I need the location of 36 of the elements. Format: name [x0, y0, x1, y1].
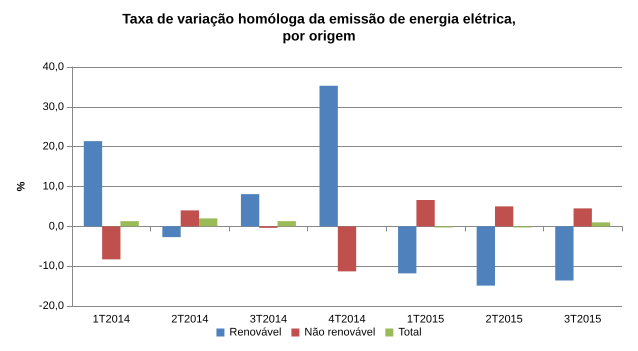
- legend-label: Total: [398, 326, 422, 338]
- y-tick-label: 20,0: [42, 140, 64, 153]
- y-tick-label: 0,0: [48, 220, 64, 232]
- bar: [162, 226, 181, 238]
- y-axis-title: %: [16, 181, 28, 192]
- bar: [555, 226, 574, 281]
- x-tick-label: 2T2014: [171, 314, 209, 326]
- x-tick-label: 2T2015: [485, 314, 523, 326]
- y-tick-label: -20,0: [38, 300, 64, 312]
- bar: [494, 206, 514, 226]
- bar: [102, 226, 120, 260]
- bar: [592, 222, 610, 226]
- y-tick-label: 40,0: [42, 61, 64, 73]
- bar: [120, 221, 139, 226]
- bar: [180, 210, 200, 226]
- bar: [240, 194, 260, 226]
- x-tick-label: 4T2014: [328, 314, 366, 326]
- y-tick-label: 30,0: [42, 100, 64, 113]
- bar: [574, 208, 592, 226]
- bar: [338, 226, 356, 272]
- legend-label: Não renovável: [304, 326, 376, 338]
- bar: [278, 221, 296, 226]
- bar: [476, 226, 495, 286]
- bar: [199, 218, 218, 226]
- chart-title: Taxa de variação homóloga da emissão de energia elétrica, por origem: [122, 10, 516, 44]
- bar: [84, 141, 102, 226]
- x-tick-label: 3T2014: [250, 314, 288, 326]
- y-tick-label: 10,0: [42, 180, 64, 192]
- x-tick-label: 1T2014: [92, 314, 130, 326]
- bar: [320, 86, 338, 226]
- y-tick-label: -10,0: [38, 260, 64, 272]
- x-tick-label: 3T2015: [564, 314, 602, 326]
- x-tick-label: 1T2015: [406, 314, 444, 326]
- legend-label: Renovável: [229, 326, 282, 338]
- bar: [416, 200, 435, 226]
- bar: [398, 226, 416, 274]
